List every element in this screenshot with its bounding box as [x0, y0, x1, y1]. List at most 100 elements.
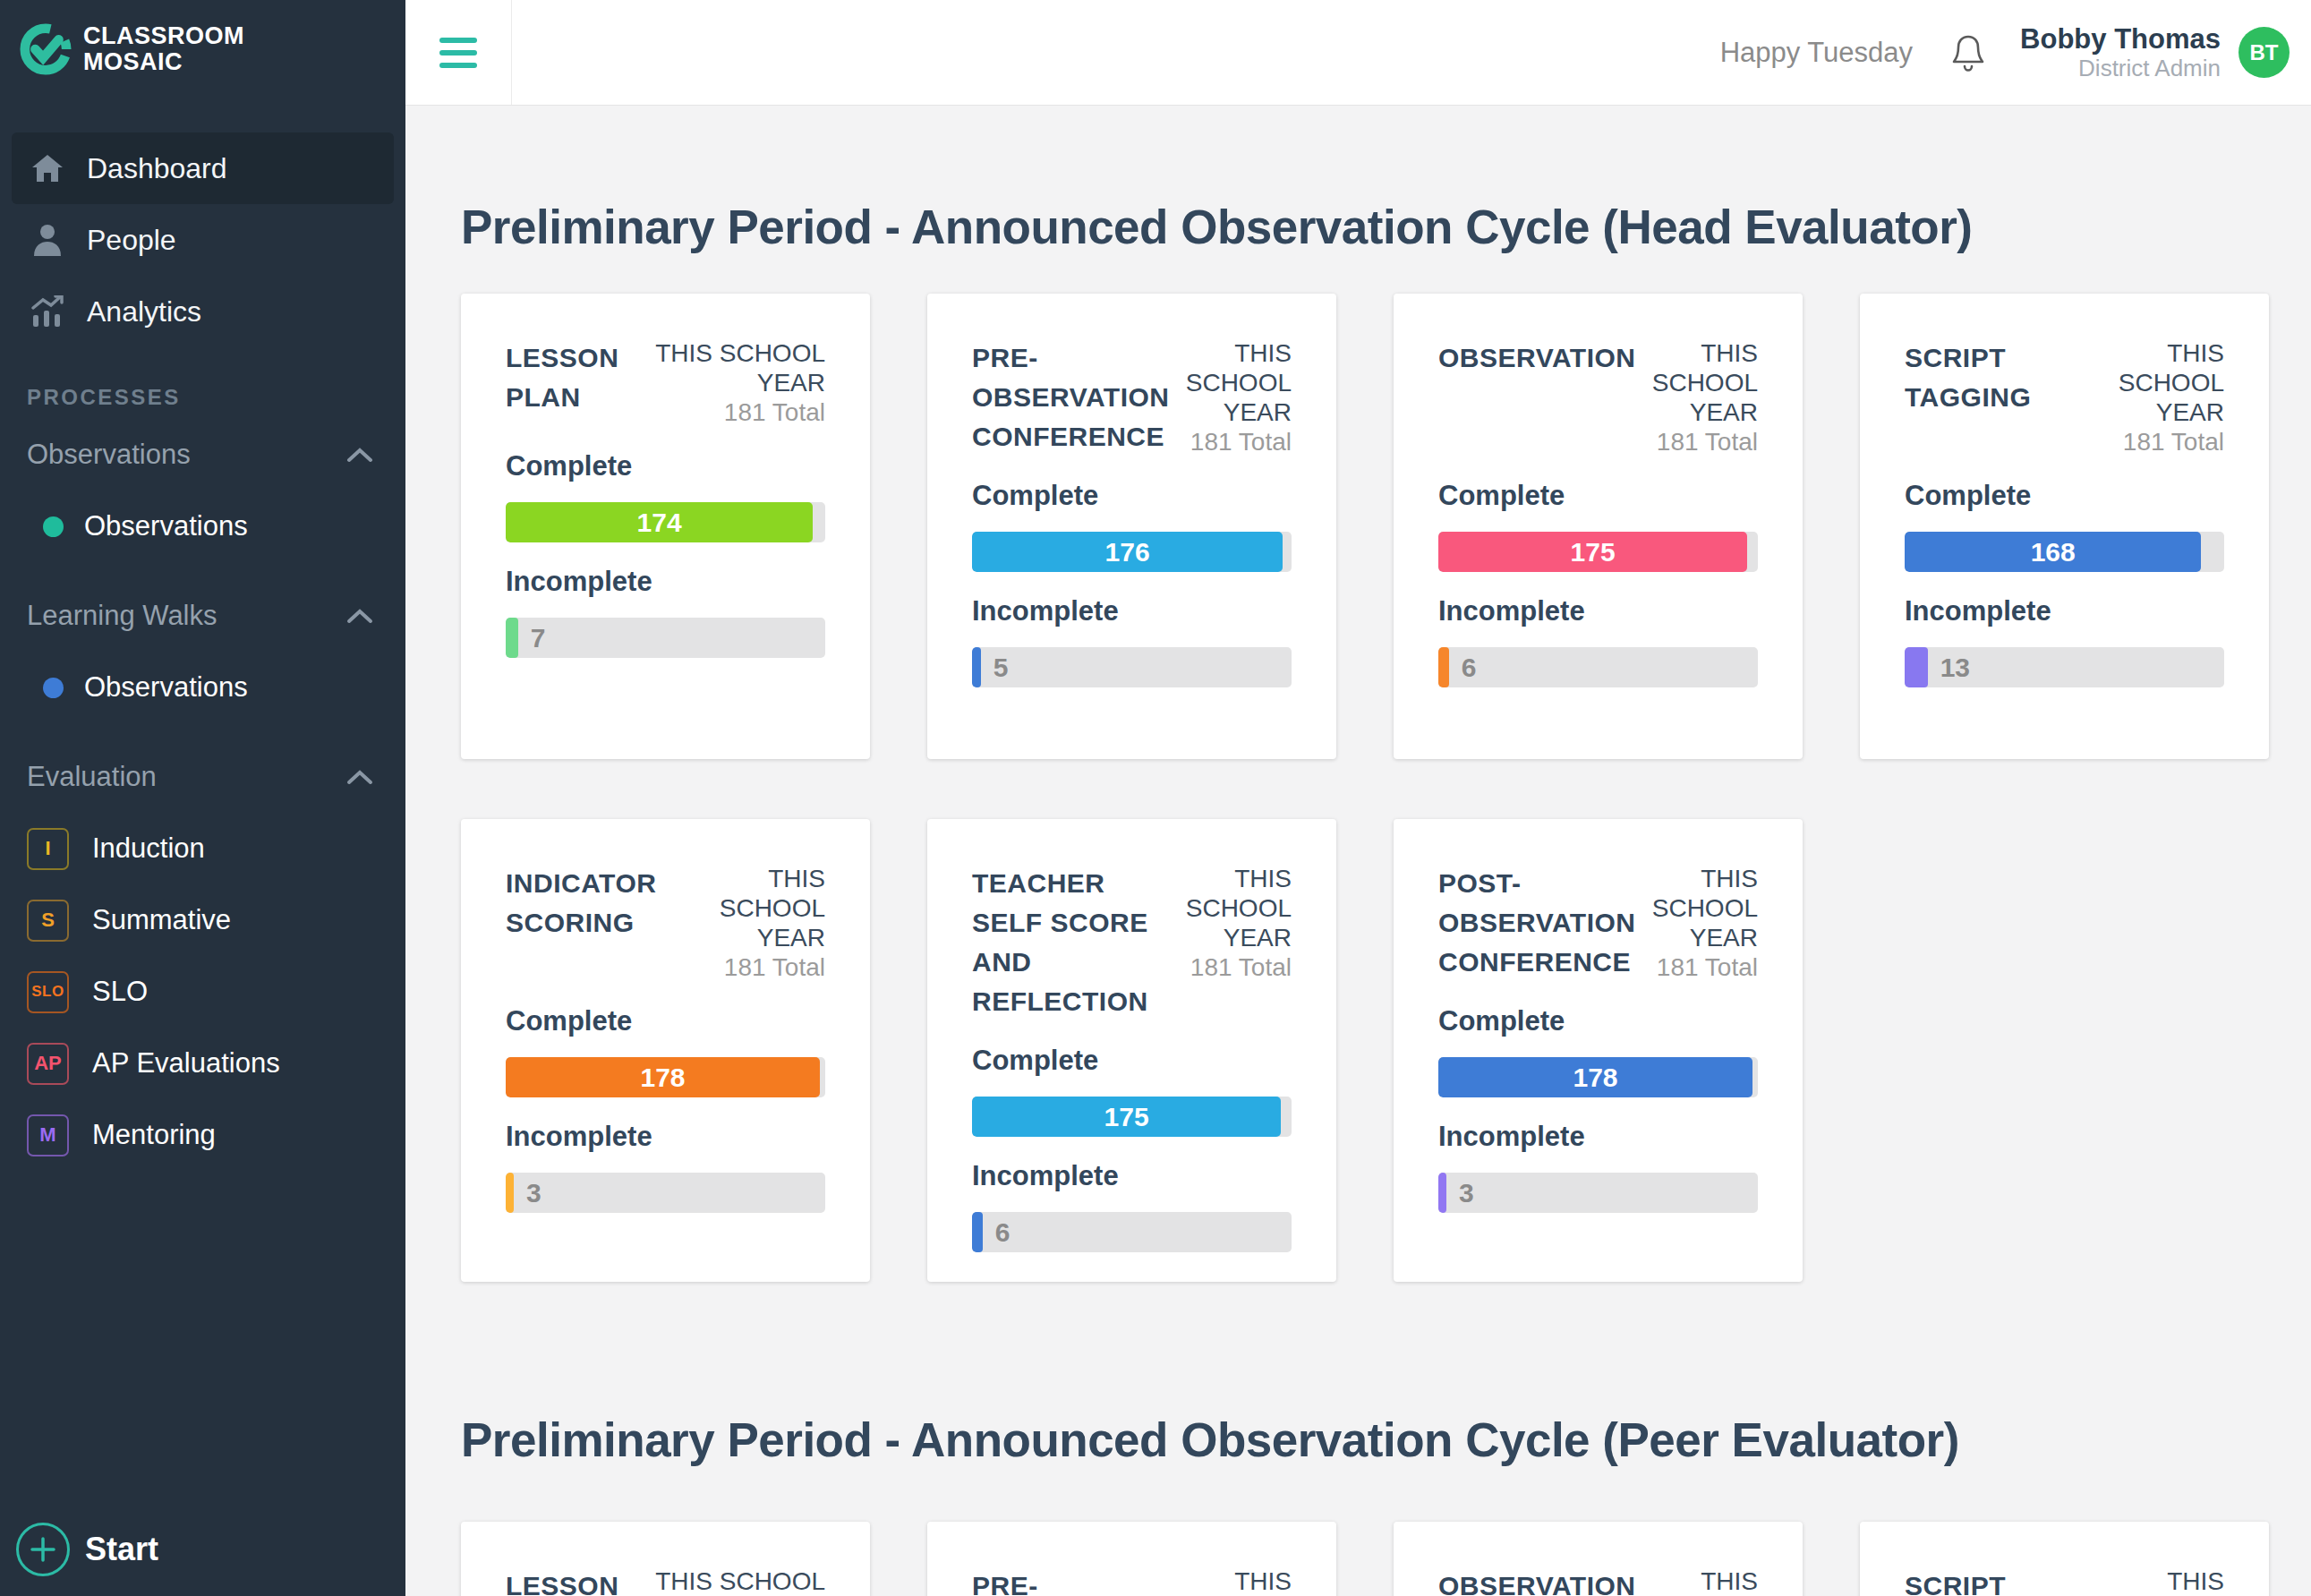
sidebar-item-mentoring[interactable]: M Mentoring	[0, 1099, 405, 1171]
card-title: LESSON PLAN	[506, 1566, 644, 1596]
blue-dot-icon	[43, 678, 64, 698]
complete-bar: 175	[972, 1097, 1292, 1137]
complete-value: 178	[1573, 1063, 1618, 1093]
sidebar-section-processes: PROCESSES	[27, 385, 405, 410]
teal-dot-icon	[43, 516, 64, 537]
home-icon	[30, 150, 65, 186]
summary-card-observation-peer[interactable]: OBSERVATION THIS SCHOOL YEAR	[1394, 1522, 1803, 1596]
card-title: SCRIPT TAGGING	[1905, 1566, 2057, 1596]
complete-value: 175	[1104, 1102, 1149, 1132]
summary-card-lesson-plan-peer[interactable]: LESSON PLAN THIS SCHOOL YEAR	[461, 1522, 870, 1596]
card-title: TEACHER SELF SCORE AND REFLECTION	[972, 864, 1164, 1021]
card-total: 181 Total	[1174, 952, 1292, 982]
sidebar: CLASSROOM MOSAIC Dashboard People	[0, 0, 405, 1596]
chevron-up-icon	[346, 447, 373, 463]
slo-badge-icon: SLO	[27, 971, 69, 1013]
incomplete-value: 3	[526, 1178, 542, 1208]
card-title: LESSON PLAN	[506, 338, 644, 427]
top-header: Happy Tuesday Bobby Thomas District Admi…	[405, 0, 2311, 106]
incomplete-value: 6	[995, 1217, 1011, 1248]
card-title: PRE-OBSERVATION CONFERENCE	[972, 338, 1164, 457]
summary-card-script-tagging[interactable]: SCRIPT TAGGING THIS SCHOOL YEAR 181 Tota…	[1860, 294, 2269, 759]
main-content: Preliminary Period - Announced Observati…	[405, 106, 2311, 1596]
card-title: SCRIPT TAGGING	[1905, 338, 2057, 457]
chevron-up-icon	[346, 608, 373, 624]
card-total: 181 Total	[1174, 427, 1292, 457]
sidebar-item-induction[interactable]: I Induction	[0, 813, 405, 884]
card-title: POST-OBSERVATION CONFERENCE	[1438, 864, 1630, 982]
complete-label: Complete	[1438, 478, 1758, 514]
ap-badge-icon: AP	[27, 1043, 69, 1085]
incomplete-value: 7	[531, 623, 546, 653]
analytics-icon	[30, 294, 65, 329]
avatar[interactable]: BT	[2239, 27, 2290, 78]
incomplete-value: 3	[1459, 1178, 1474, 1208]
app-title: CLASSROOM MOSAIC	[83, 23, 244, 75]
section-title-head-evaluator: Preliminary Period - Announced Observati…	[461, 195, 2273, 260]
incomplete-bar: 7	[506, 618, 825, 658]
incomplete-bar: 13	[1905, 647, 2224, 687]
start-button[interactable]: Start	[16, 1523, 158, 1576]
summative-badge-icon: S	[27, 900, 69, 942]
incomplete-bar: 6	[972, 1212, 1292, 1252]
complete-label: Complete	[506, 448, 825, 484]
sidebar-item-observations[interactable]: Observations	[0, 491, 405, 562]
sidebar-group-observations[interactable]: Observations	[0, 419, 405, 491]
sidebar-toggle-button[interactable]	[405, 0, 512, 105]
sidebar-item-people[interactable]: People	[12, 204, 394, 276]
card-total: 181 Total	[2068, 427, 2224, 457]
sidebar-item-dashboard[interactable]: Dashboard	[12, 132, 394, 204]
incomplete-bar: 3	[1438, 1173, 1758, 1213]
summary-card-lesson-plan[interactable]: LESSON PLAN THIS SCHOOL YEAR 181 Total C…	[461, 294, 870, 759]
complete-value: 168	[2031, 537, 2076, 568]
incomplete-label: Incomplete	[506, 1119, 825, 1155]
app-logo[interactable]: CLASSROOM MOSAIC	[0, 0, 405, 75]
head-evaluator-card-row-2: INDICATOR SCORING THIS SCHOOL YEAR 181 T…	[461, 819, 2273, 1282]
induction-badge-icon: I	[27, 828, 69, 870]
sidebar-group-learning-walks[interactable]: Learning Walks	[0, 580, 405, 652]
incomplete-label: Incomplete	[1905, 593, 2224, 629]
head-evaluator-card-row-1: LESSON PLAN THIS SCHOOL YEAR 181 Total C…	[461, 294, 2273, 759]
summary-card-post-observation-conference[interactable]: POST-OBSERVATION CONFERENCE THIS SCHOOL …	[1394, 819, 1803, 1282]
notifications-button[interactable]	[1950, 33, 1986, 73]
sidebar-item-summative[interactable]: S Summative	[0, 884, 405, 956]
complete-bar: 178	[1438, 1057, 1758, 1097]
card-total: 181 Total	[684, 952, 825, 982]
plus-circle-icon	[16, 1523, 70, 1576]
person-icon	[30, 222, 65, 258]
card-period: THIS SCHOOL YEAR	[1174, 1566, 1292, 1596]
card-total: 181 Total	[1641, 952, 1758, 982]
card-period: THIS SCHOOL YEAR	[1174, 338, 1292, 427]
incomplete-label: Incomplete	[972, 1158, 1292, 1194]
sidebar-item-analytics[interactable]: Analytics	[12, 276, 394, 347]
complete-label: Complete	[506, 1003, 825, 1039]
section-title-peer-evaluator: Preliminary Period - Announced Observati…	[461, 1408, 2273, 1472]
sidebar-item-slo[interactable]: SLO SLO	[0, 956, 405, 1028]
complete-label: Complete	[972, 478, 1292, 514]
sidebar-item-learning-walk-observations[interactable]: Observations	[0, 652, 405, 723]
user-menu[interactable]: Bobby Thomas District Admin	[2020, 24, 2221, 81]
incomplete-bar: 6	[1438, 647, 1758, 687]
user-role: District Admin	[2020, 55, 2221, 81]
sidebar-group-evaluation[interactable]: Evaluation	[0, 741, 405, 813]
summary-card-pre-observation-conference-peer[interactable]: PRE-OBSERVATION CONFERENCE THIS SCHOOL Y…	[927, 1522, 1336, 1596]
sidebar-item-ap-evaluations[interactable]: AP AP Evaluations	[0, 1028, 405, 1099]
summary-card-script-tagging-peer[interactable]: SCRIPT TAGGING THIS SCHOOL YEAR	[1860, 1522, 2269, 1596]
card-period: THIS SCHOOL YEAR	[1641, 338, 1758, 427]
summary-card-pre-observation-conference[interactable]: PRE-OBSERVATION CONFERENCE THIS SCHOOL Y…	[927, 294, 1336, 759]
card-title: OBSERVATION	[1438, 338, 1630, 457]
card-total: 181 Total	[654, 397, 825, 427]
mentoring-badge-icon: M	[27, 1114, 69, 1156]
summary-card-indicator-scoring[interactable]: INDICATOR SCORING THIS SCHOOL YEAR 181 T…	[461, 819, 870, 1282]
bell-icon	[1950, 33, 1986, 73]
greeting-text: Happy Tuesday	[1720, 37, 1913, 69]
incomplete-label: Incomplete	[506, 564, 825, 600]
complete-label: Complete	[1438, 1003, 1758, 1039]
sidebar-menu: Dashboard People Analytics	[0, 132, 405, 347]
summary-card-teacher-self-score[interactable]: TEACHER SELF SCORE AND REFLECTION THIS S…	[927, 819, 1336, 1282]
sidebar-item-label: Analytics	[87, 295, 201, 329]
card-title: PRE-OBSERVATION CONFERENCE	[972, 1566, 1164, 1596]
incomplete-label: Incomplete	[1438, 593, 1758, 629]
summary-card-observation[interactable]: OBSERVATION THIS SCHOOL YEAR 181 Total C…	[1394, 294, 1803, 759]
peer-evaluator-card-row-1: LESSON PLAN THIS SCHOOL YEAR PRE-OBSERVA…	[461, 1522, 2273, 1596]
